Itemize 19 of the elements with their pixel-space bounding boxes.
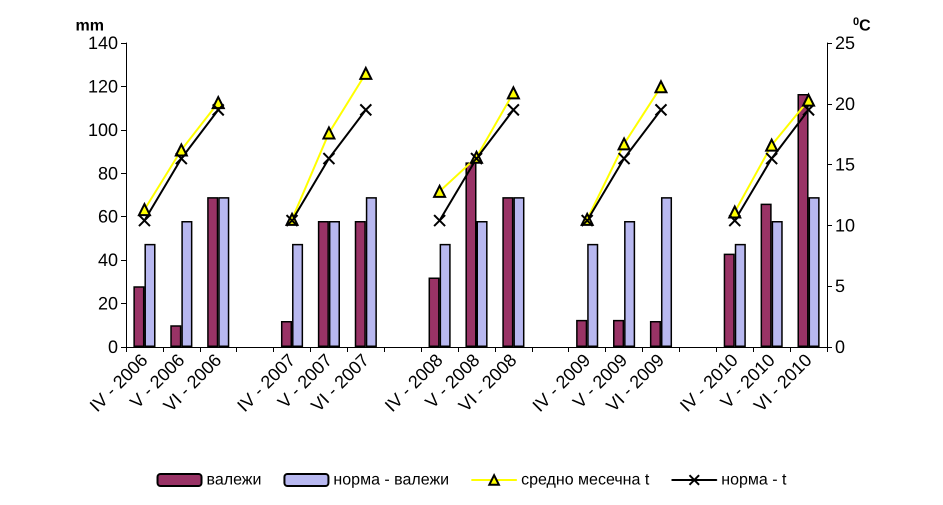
y-tick-label: 140 [88, 33, 118, 53]
legend-label: норма - валежи [333, 472, 450, 488]
legend-label: средно месечна t [521, 472, 650, 488]
y2-tick-label: 5 [835, 276, 846, 296]
y2-tick-label: 10 [835, 215, 856, 236]
legend-label: валежи [206, 472, 262, 488]
y-tick-label: 120 [88, 76, 118, 96]
y-tick-label: 80 [98, 163, 118, 184]
y-tick-label: 60 [98, 206, 118, 227]
y2-tick-label: 20 [835, 94, 856, 114]
y2-tick-label: 25 [835, 33, 856, 53]
y-tick-label: 100 [88, 120, 118, 140]
y-tick-label: 20 [98, 294, 118, 314]
y2-tick-label: 15 [835, 154, 856, 175]
y-axis-title: mm [76, 18, 104, 35]
y2-tick-label: 0 [835, 337, 846, 357]
legend-label: норма - t [721, 472, 788, 488]
y-tick-label: 40 [98, 250, 118, 270]
y-tick-label: 0 [108, 337, 118, 357]
